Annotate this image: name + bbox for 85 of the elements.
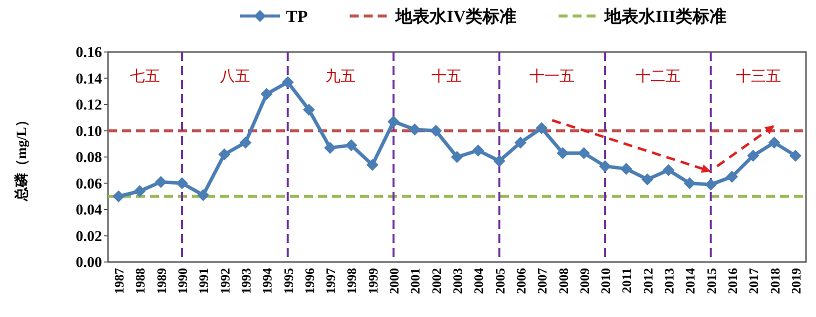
x-tick-label: 2002 xyxy=(428,268,444,294)
y-tick-label: 0.10 xyxy=(76,124,102,140)
point xyxy=(345,139,358,152)
point xyxy=(302,104,315,116)
point xyxy=(726,170,738,183)
x-tick-label: 2018 xyxy=(767,268,782,294)
x-tick-label: 1988 xyxy=(132,268,148,294)
point xyxy=(324,142,336,154)
x-tick-label: 2004 xyxy=(471,268,486,294)
x-tick-label: 1994 xyxy=(260,268,275,294)
annotation: 十二五 xyxy=(635,68,680,85)
point xyxy=(599,160,612,172)
point xyxy=(641,173,654,186)
y-tick-label: 0.12 xyxy=(76,98,102,114)
point xyxy=(388,116,400,128)
point xyxy=(451,151,463,163)
x-tick-label: 1987 xyxy=(112,268,127,294)
x-tick-label: 2016 xyxy=(724,268,740,294)
point xyxy=(556,147,569,160)
point xyxy=(768,136,780,149)
legend-label: 地表水III类标准 xyxy=(604,7,726,26)
point xyxy=(282,76,294,88)
point xyxy=(134,185,146,198)
y-tick-label: 0.14 xyxy=(76,71,102,88)
x-tick-label: 2006 xyxy=(513,268,528,294)
point xyxy=(514,136,526,149)
x-tick-label: 1992 xyxy=(217,268,232,294)
point xyxy=(408,123,421,136)
x-tick-label: 2013 xyxy=(662,268,677,294)
y-tick-label: 0.16 xyxy=(76,45,102,61)
point xyxy=(430,124,442,137)
y-tick-label: 0.02 xyxy=(76,228,102,245)
annotation: 七五 xyxy=(130,68,160,85)
x-tick-label: 1989 xyxy=(154,268,169,294)
annotation: 八五 xyxy=(220,69,250,85)
y-axis-title: 总磷（mg/L） xyxy=(14,113,30,202)
point xyxy=(789,150,802,162)
point xyxy=(154,176,167,188)
legend-label: TP xyxy=(286,7,308,26)
x-tick-label: 2012 xyxy=(640,268,656,294)
point xyxy=(366,158,378,171)
y-tick-label: 0.04 xyxy=(76,202,102,218)
x-tick-label: 1998 xyxy=(344,268,360,294)
point xyxy=(260,88,273,100)
point xyxy=(662,164,675,176)
x-tick-label: 2000 xyxy=(386,268,402,294)
annotation: 十三五 xyxy=(736,68,781,85)
point xyxy=(620,162,632,175)
x-tick-label: 2010 xyxy=(598,268,614,294)
x-tick-label: 2017 xyxy=(746,268,762,294)
point xyxy=(239,136,252,149)
point xyxy=(536,122,548,134)
point xyxy=(176,177,188,190)
x-tick-label: 1999 xyxy=(365,268,380,294)
y-tick-label: 0.00 xyxy=(76,255,102,271)
y-tick-label: 0.08 xyxy=(76,150,102,166)
annotation: 九五 xyxy=(326,68,356,85)
point xyxy=(197,189,210,202)
x-tick-label: 2007 xyxy=(534,268,550,294)
x-tick-label: 1991 xyxy=(196,268,212,294)
legend-label: 地表水IV类标准 xyxy=(394,7,517,26)
x-tick-label: 1997 xyxy=(323,268,338,294)
x-tick-label: 2008 xyxy=(556,268,571,294)
x-tick-label: 1990 xyxy=(175,268,190,294)
point xyxy=(112,190,125,202)
x-tick-label: 1996 xyxy=(302,268,317,294)
annotation: 十五 xyxy=(431,68,462,85)
x-tick-label: 1993 xyxy=(238,268,254,294)
x-tick-label: 2003 xyxy=(450,268,465,294)
point xyxy=(472,144,484,156)
x-tick-label: 2011 xyxy=(619,268,634,294)
annotation: 十一五 xyxy=(530,68,575,85)
x-tick-label: 2009 xyxy=(576,268,592,294)
x-tick-label: 2015 xyxy=(704,268,719,294)
x-tick-label: 2019 xyxy=(788,268,804,294)
x-tick-label: 2001 xyxy=(408,268,423,294)
y-tick-label: 0.06 xyxy=(76,176,102,192)
x-tick-label: 1995 xyxy=(280,268,296,294)
point xyxy=(747,150,760,162)
point xyxy=(493,154,506,167)
point xyxy=(218,148,230,160)
x-tick-label: 2014 xyxy=(682,268,698,294)
point xyxy=(704,178,717,191)
x-tick-label: 2005 xyxy=(492,268,508,294)
point xyxy=(684,177,696,190)
